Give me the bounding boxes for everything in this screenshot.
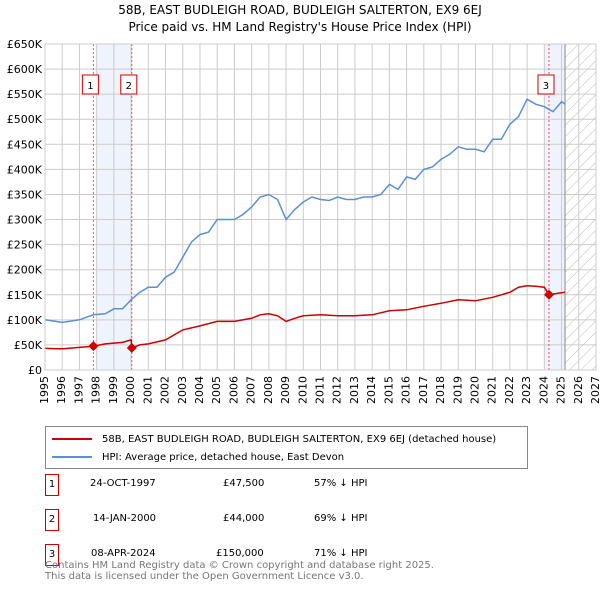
sale-point bbox=[543, 289, 554, 300]
x-tick-label: 2002 bbox=[159, 376, 172, 404]
legend-item-hpi: HPI: Average price, detached house, East… bbox=[52, 450, 344, 464]
x-tick-label: 2020 bbox=[468, 376, 481, 404]
x-tick-label: 2014 bbox=[365, 376, 378, 404]
sale-point bbox=[88, 341, 99, 352]
x-tick-label: 2016 bbox=[400, 376, 413, 404]
y-tick-label: £150K bbox=[7, 289, 43, 302]
sale-hpi: 57% ↓ HPI bbox=[314, 478, 368, 489]
x-tick-label: 2012 bbox=[331, 376, 344, 404]
x-tick-label: 2007 bbox=[245, 376, 258, 404]
sale-label: 1 bbox=[87, 81, 93, 92]
x-tick-label: 2015 bbox=[382, 376, 395, 404]
x-tick-label: 1999 bbox=[107, 376, 120, 404]
footer-line: This data is licensed under the Open Gov… bbox=[45, 571, 364, 582]
legend-label: 58B, EAST BUDLEIGH ROAD, BUDLEIGH SALTER… bbox=[102, 433, 497, 445]
x-tick-label: 2025 bbox=[555, 376, 568, 404]
sale-marker: 1 bbox=[45, 474, 59, 496]
y-tick-label: £500K bbox=[7, 113, 43, 126]
x-tick-label: 2017 bbox=[417, 376, 430, 404]
y-tick-label: £400K bbox=[7, 163, 43, 176]
y-tick-label: £100K bbox=[7, 314, 43, 327]
x-tick-label: 2004 bbox=[193, 376, 206, 404]
x-tick-label: 2010 bbox=[296, 376, 309, 404]
sale-marker: 3 bbox=[45, 544, 59, 566]
forecast-hatch bbox=[565, 44, 596, 370]
plot-border bbox=[44, 43, 597, 371]
y-tick-label: £550K bbox=[7, 88, 43, 101]
y-tick-label: £450K bbox=[7, 138, 43, 151]
plot-area: 1995 1996 1997 1998 1999 2000 2001 2002 2003 2004… bbox=[7, 38, 600, 404]
x-tick-label: 2009 bbox=[279, 376, 292, 404]
footer-line: Contains HM Land Registry data © Crown c… bbox=[45, 560, 434, 571]
x-tick-label: 2021 bbox=[486, 376, 499, 404]
sale-label-box bbox=[537, 74, 555, 95]
x-tick-label: 2026 bbox=[572, 376, 585, 404]
sale-marker: 2 bbox=[45, 509, 59, 531]
sale-hpi: 69% ↓ HPI bbox=[314, 513, 368, 524]
y-tick-label: £300K bbox=[7, 214, 43, 227]
legend: 58B, EAST BUDLEIGH ROAD, BUDLEIGH SALTER… bbox=[45, 426, 528, 469]
x-tick-label: 2018 bbox=[434, 376, 447, 404]
legend-item-property: 58B, EAST BUDLEIGH ROAD, BUDLEIGH SALTER… bbox=[52, 432, 496, 446]
x-tick-label: 2022 bbox=[503, 376, 516, 404]
x-tick-label: 2005 bbox=[210, 376, 223, 404]
x-tick-label: 1998 bbox=[90, 376, 103, 404]
sale-hpi: 71% ↓ HPI bbox=[314, 548, 368, 559]
sale-date: 14-JAN-2000 bbox=[93, 513, 157, 524]
sale-label: 3 bbox=[543, 81, 549, 92]
y-tick-label: £50K bbox=[14, 339, 43, 352]
sale-point bbox=[126, 342, 137, 353]
sale-price: £47,500 bbox=[223, 478, 265, 489]
x-tick-label: 2013 bbox=[348, 376, 361, 404]
x-tick-label: 2019 bbox=[451, 376, 464, 404]
chart-subtitle: Price paid vs. HM Land Registry's House … bbox=[128, 20, 472, 34]
x-tick-label: 2023 bbox=[520, 376, 533, 404]
x-tick-label: 2027 bbox=[589, 376, 600, 404]
series-line bbox=[44, 98, 566, 324]
x-tick-label: 1997 bbox=[72, 376, 85, 404]
footer: Contains HM Land Registry data © Crown c… bbox=[45, 560, 434, 582]
x-tick-label: 2003 bbox=[176, 376, 189, 404]
x-tick-label: 2024 bbox=[537, 376, 550, 404]
x-tick-label: 2001 bbox=[141, 376, 154, 404]
chart-title: 58B, EAST BUDLEIGH ROAD, BUDLEIGH SALTER… bbox=[118, 3, 482, 17]
x-tick-label: 2011 bbox=[314, 376, 327, 404]
y-tick-label: £250K bbox=[7, 239, 43, 252]
legend-label: HPI: Average price, detached house, East… bbox=[102, 451, 345, 463]
sale-label: 2 bbox=[126, 81, 132, 92]
x-tick-label: 1996 bbox=[55, 376, 68, 404]
x-tick-label: 2006 bbox=[227, 376, 240, 404]
highlight-band bbox=[544, 44, 566, 370]
x-tick-label: 2000 bbox=[124, 376, 137, 404]
x-tick-label: 1995 bbox=[38, 376, 51, 404]
sale-date: 08-APR-2024 bbox=[91, 548, 156, 559]
y-tick-label: £0 bbox=[28, 364, 42, 377]
y-tick-label: £200K bbox=[7, 264, 43, 277]
y-tick-label: £350K bbox=[7, 188, 43, 201]
x-tick-label: 2008 bbox=[262, 376, 275, 404]
y-tick-label: £600K bbox=[7, 63, 43, 76]
sale-price: £44,000 bbox=[223, 513, 265, 524]
y-tick-label: £650K bbox=[7, 38, 43, 51]
sale-price: £150,000 bbox=[216, 548, 264, 559]
sale-label-box bbox=[120, 74, 138, 95]
sale-date: 24-OCT-1997 bbox=[90, 478, 156, 489]
sale-label-box bbox=[81, 74, 99, 95]
